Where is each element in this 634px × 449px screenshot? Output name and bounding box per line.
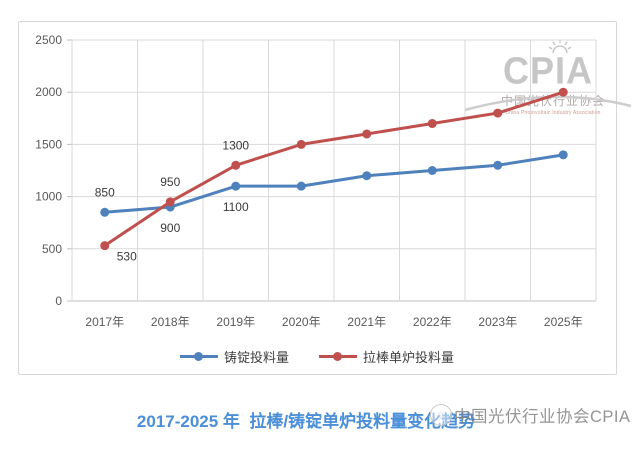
x-tick-label: 2025年 bbox=[544, 315, 583, 329]
x-tick-label: 2019年 bbox=[216, 315, 255, 329]
data-point-marker bbox=[427, 119, 437, 129]
legend: 铸锭投料量 拉棒单炉投料量 bbox=[0, 347, 634, 365]
x-tick-label: 2023年 bbox=[478, 315, 517, 329]
legend-line-marker-icon bbox=[179, 351, 218, 361]
data-point-label: 1100 bbox=[223, 200, 249, 214]
data-point-marker bbox=[296, 181, 306, 191]
data-point-marker bbox=[493, 160, 503, 170]
data-point-label: 1300 bbox=[222, 138, 249, 152]
x-tick-label: 2018年 bbox=[151, 315, 190, 329]
cpia-english-name: China Photovoltaic Industry Association bbox=[505, 110, 601, 117]
data-point-marker bbox=[558, 150, 568, 160]
y-tick-label: 2000 bbox=[35, 85, 62, 99]
y-tick-label: 1000 bbox=[35, 190, 62, 204]
data-point-marker bbox=[231, 181, 241, 191]
legend-line-marker-icon bbox=[319, 351, 357, 361]
legend-item-cast-ingot: 铸锭投料量 bbox=[179, 347, 289, 366]
legend-item-pulled-rod: 拉棒单炉投料量 bbox=[319, 347, 454, 366]
y-tick-label: 500 bbox=[42, 242, 62, 256]
chart-frame bbox=[18, 21, 617, 375]
data-point-label: 850 bbox=[95, 185, 115, 199]
data-point-marker bbox=[100, 241, 110, 251]
data-point-marker bbox=[493, 108, 503, 118]
legend-label: 拉棒单炉投料量 bbox=[363, 349, 455, 365]
x-tick-label: 2020年 bbox=[282, 315, 321, 329]
footer-watermark: ☼ 中国光伏行业协会CPIA bbox=[430, 403, 631, 427]
data-point-marker bbox=[362, 129, 372, 139]
data-point-marker bbox=[296, 139, 306, 149]
x-tick-label: 2021年 bbox=[347, 315, 386, 329]
y-tick-label: 1500 bbox=[35, 137, 62, 151]
chart-caption: 2017-2025 年 拉棒/铸锭单炉投料量变化趋势 bbox=[136, 412, 476, 431]
series-line-1 bbox=[103, 90, 564, 247]
data-point-marker bbox=[231, 160, 241, 170]
x-tick-label: 2017年 bbox=[85, 315, 124, 329]
data-point-marker bbox=[362, 171, 372, 181]
y-tick-label: 2500 bbox=[35, 33, 62, 47]
y-tick-label: 0 bbox=[55, 294, 62, 308]
data-point-marker bbox=[558, 87, 568, 97]
data-point-label: 900 bbox=[160, 221, 180, 235]
plot-svg: 0 500 1000 1500 2000 2500 2017年 2018年 2019年 2020年… bbox=[35, 33, 597, 329]
cpia-acronym: CPIA bbox=[502, 48, 593, 92]
footer-watermark-text: 中国光伏行业协会CPIA bbox=[454, 408, 631, 426]
cpia-seal-icon: ☼ bbox=[430, 404, 452, 426]
data-point-marker bbox=[165, 197, 175, 207]
legend-label: 铸锭投料量 bbox=[223, 349, 289, 365]
data-point-label: 950 bbox=[160, 175, 180, 189]
data-point-marker bbox=[100, 207, 110, 217]
x-tick-label: 2022年 bbox=[413, 315, 452, 329]
data-point-label: 530 bbox=[117, 250, 137, 264]
data-point-marker bbox=[427, 166, 437, 175]
series-line-0 bbox=[104, 153, 564, 214]
